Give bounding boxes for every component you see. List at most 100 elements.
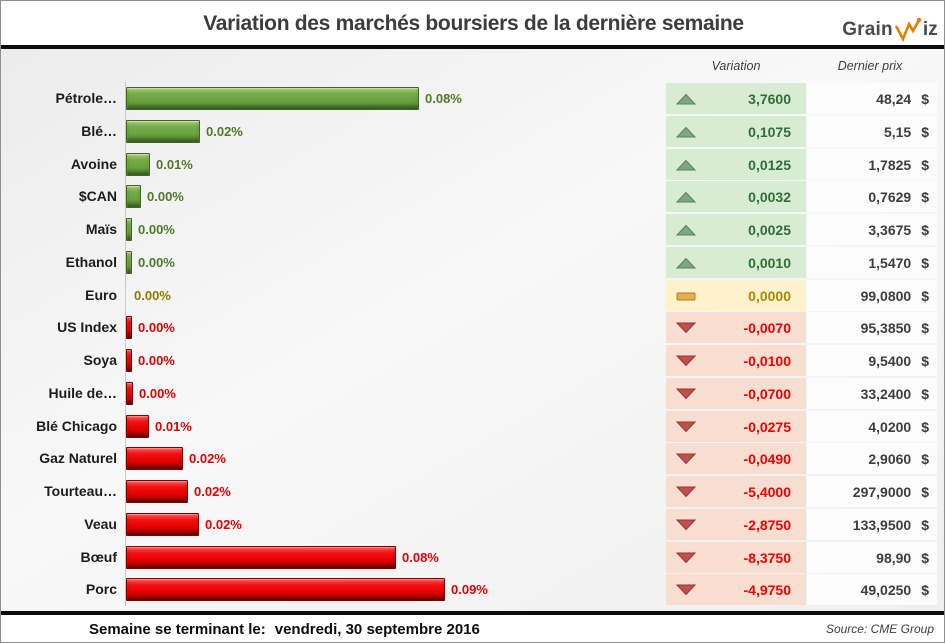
bar-value-label: 0.02% bbox=[194, 484, 231, 499]
currency-symbol: $ bbox=[921, 188, 929, 205]
last-price-cell: 95,3850 $ bbox=[807, 312, 937, 343]
currency-symbol: $ bbox=[921, 516, 929, 533]
week-ending-label: Semaine se terminant le: bbox=[89, 621, 266, 638]
last-price-cell: 49,0250 $ bbox=[807, 574, 937, 605]
title-bar: Variation des marchés boursiers de la de… bbox=[1, 1, 944, 45]
variation-bar bbox=[126, 546, 396, 569]
down-triangle-icon bbox=[675, 354, 697, 368]
bar-value-label: 0.02% bbox=[205, 517, 242, 532]
category-label: Euro bbox=[85, 287, 117, 303]
last-price-cell: 9,5400 $ bbox=[807, 345, 937, 376]
bottom-divider bbox=[1, 611, 944, 615]
last-price-value: 297,9000 bbox=[852, 483, 912, 500]
top-divider bbox=[1, 45, 944, 49]
last-price-value: 1,5470 bbox=[868, 254, 912, 271]
variation-value: 0,0010 bbox=[748, 254, 791, 271]
up-triangle-icon bbox=[675, 92, 697, 106]
variation-bar bbox=[126, 480, 188, 503]
currency-symbol: $ bbox=[921, 221, 929, 238]
variation-value: -0,0275 bbox=[743, 418, 791, 435]
last-price-cell: 0,7629 $ bbox=[807, 181, 937, 212]
up-triangle-icon bbox=[675, 125, 697, 139]
currency-symbol: $ bbox=[921, 254, 929, 271]
variation-bar bbox=[126, 218, 132, 241]
logo-zigzag-icon bbox=[894, 17, 922, 43]
variation-bar bbox=[126, 185, 141, 208]
variation-value: -4,9750 bbox=[743, 581, 791, 598]
bar-value-label: 0.00% bbox=[138, 320, 175, 335]
last-price-value: 98,90 bbox=[876, 549, 912, 566]
week-ending-date: vendredi, 30 septembre 2016 bbox=[274, 621, 480, 638]
category-label: Pétrole… bbox=[55, 90, 117, 106]
last-price-cell: 48,24 $ bbox=[807, 83, 937, 114]
up-triangle-icon bbox=[675, 256, 697, 270]
up-triangle-icon bbox=[675, 190, 697, 204]
variation-value: -5,4000 bbox=[743, 483, 791, 500]
bar-value-label: 0.00% bbox=[134, 288, 171, 303]
variation-cell: 0,0125 bbox=[666, 149, 806, 180]
variation-value: -0,0100 bbox=[743, 352, 791, 369]
last-price-value: 33,2400 bbox=[860, 385, 912, 402]
variation-cell: -0,0275 bbox=[666, 411, 806, 442]
currency-symbol: $ bbox=[921, 90, 929, 107]
last-price-cell: 297,9000 $ bbox=[807, 476, 937, 507]
footer-bar: Semaine se terminant le: vendredi, 30 sep… bbox=[1, 615, 944, 642]
category-label: Soya bbox=[83, 352, 117, 368]
variation-value: 0,0125 bbox=[748, 156, 791, 173]
last-price-value: 48,24 bbox=[876, 90, 912, 107]
variation-value: 0,0032 bbox=[748, 188, 791, 205]
variation-value: 0,0000 bbox=[748, 287, 791, 304]
variation-cell: 0,0010 bbox=[666, 247, 806, 278]
flat-dash-icon bbox=[675, 289, 697, 303]
bar-value-label: 0.08% bbox=[425, 91, 462, 106]
variation-cell: -0,0700 bbox=[666, 378, 806, 409]
down-triangle-icon bbox=[675, 321, 697, 335]
variation-bar bbox=[126, 316, 132, 339]
last-price-cell: 4,0200 $ bbox=[807, 411, 937, 442]
chart-and-table-area: Variation Dernier prix Pétrole… 0.08% 3,76… bbox=[1, 49, 944, 611]
up-triangle-icon bbox=[675, 223, 697, 237]
variation-cell: -2,8750 bbox=[666, 509, 806, 540]
last-price-value: 99,0800 bbox=[860, 287, 912, 304]
down-triangle-icon bbox=[675, 583, 697, 597]
chart-axis-line bbox=[125, 82, 126, 606]
variation-value: -0,0070 bbox=[743, 319, 791, 336]
down-triangle-icon bbox=[675, 518, 697, 532]
bar-value-label: 0.08% bbox=[402, 550, 439, 565]
last-price-value: 5,15 bbox=[883, 123, 912, 140]
currency-symbol: $ bbox=[921, 483, 929, 500]
last-price-value: 1,7825 bbox=[868, 156, 912, 173]
variation-bar bbox=[126, 87, 419, 110]
down-triangle-icon bbox=[675, 485, 697, 499]
last-price-value: 49,0250 bbox=[860, 581, 912, 598]
down-triangle-icon bbox=[675, 387, 697, 401]
last-price-cell: 133,9500 $ bbox=[807, 509, 937, 540]
bar-value-label: 0.01% bbox=[155, 419, 192, 434]
variation-cell: 0,0025 bbox=[666, 214, 806, 245]
variation-bar bbox=[126, 153, 150, 176]
variation-value: 0,0025 bbox=[748, 221, 791, 238]
variation-bar bbox=[126, 578, 445, 601]
currency-symbol: $ bbox=[921, 156, 929, 173]
variation-value: 3,7600 bbox=[748, 90, 791, 107]
currency-symbol: $ bbox=[921, 385, 929, 402]
last-price-value: 95,3850 bbox=[860, 319, 912, 336]
category-label: Maïs bbox=[85, 221, 117, 237]
currency-symbol: $ bbox=[921, 581, 929, 598]
down-triangle-icon bbox=[675, 452, 697, 466]
currency-symbol: $ bbox=[921, 123, 929, 140]
currency-symbol: $ bbox=[921, 450, 929, 467]
category-label: US Index bbox=[57, 319, 117, 335]
last-price-cell: 1,7825 $ bbox=[807, 149, 937, 180]
currency-symbol: $ bbox=[921, 352, 929, 369]
last-price-cell: 2,9060 $ bbox=[807, 443, 937, 474]
variation-cell: -8,3750 bbox=[666, 542, 806, 573]
variation-cell: 0,0000 bbox=[666, 280, 806, 311]
last-price-cell: 5,15 $ bbox=[807, 116, 937, 147]
category-label: Gaz Naturel bbox=[39, 450, 117, 466]
variation-value: -0,0490 bbox=[743, 450, 791, 467]
category-label: Porc bbox=[85, 581, 117, 597]
down-triangle-icon bbox=[675, 420, 697, 434]
variation-bar bbox=[126, 415, 149, 438]
bar-value-label: 0.00% bbox=[139, 386, 176, 401]
